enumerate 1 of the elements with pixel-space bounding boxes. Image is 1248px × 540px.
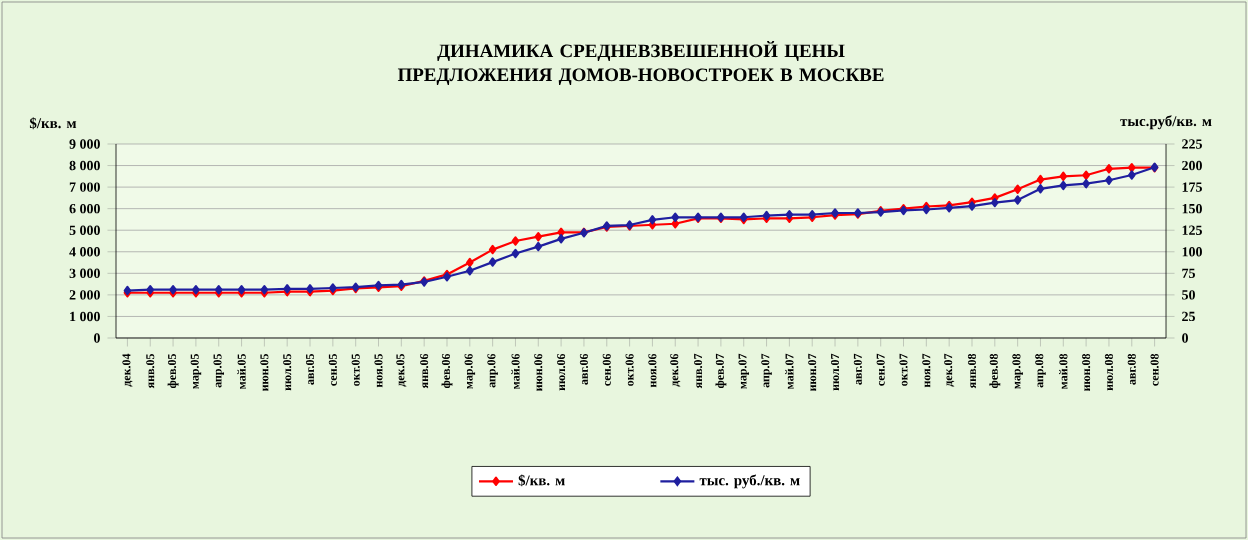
chart-title: ДИНАМИКА СРЕДНЕВЗВЕШЕННОЙ ЦЕНЫ ПРЕДЛОЖЕНИЯ ДОМОВ-НОВОСТРОЕК В МОСКВЕ [397, 40, 884, 85]
